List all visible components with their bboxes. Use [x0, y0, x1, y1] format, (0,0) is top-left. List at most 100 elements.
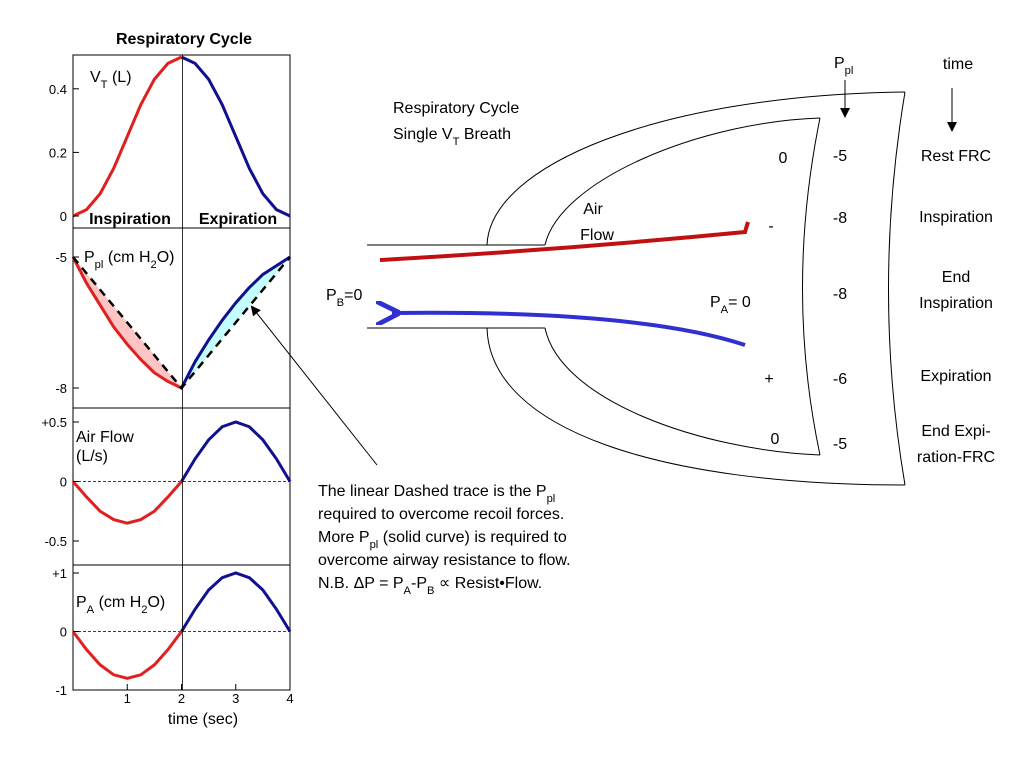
pleural-pressure: -6 [833, 371, 847, 388]
data-line [72, 55, 183, 218]
phase-label: Inspiration [89, 211, 171, 228]
x-tick-label: 2 [178, 691, 185, 706]
phase-name: Rest FRC [921, 148, 991, 165]
inner-wall-bottom [544, 327, 821, 456]
y-label: Air Flow [76, 429, 134, 446]
data-line [180, 571, 292, 633]
pb-label-part: B [337, 297, 344, 309]
data-line [72, 256, 291, 390]
diagram-subtitle-part: Breath [459, 126, 511, 143]
diagram-title-part: Respiratory Cycle [393, 100, 519, 117]
pleural-pressure: -8 [833, 286, 847, 303]
time-header: time [943, 56, 973, 73]
x-tick-label: 4 [286, 691, 293, 706]
data-line [180, 420, 292, 483]
y-tick-label: -5 [55, 250, 67, 265]
x-tick-label: 3 [232, 691, 239, 706]
outer-wall-bottom [486, 327, 906, 486]
phase-name: End [942, 269, 970, 286]
note-line-part: (solid curve) is required to [378, 529, 567, 546]
pa-label-part: P [710, 294, 721, 311]
note-line-part: The linear Dashed trace is the P [318, 483, 547, 500]
y-label-part: 2 [141, 604, 147, 616]
ppl-header-part: P [834, 55, 845, 72]
data-line [71, 256, 183, 390]
y-label-part: O) [147, 594, 165, 611]
y-label-part: O) [157, 249, 175, 266]
data-line [71, 480, 183, 525]
y-label-part: (cm H [103, 249, 150, 266]
note-line-part: -P [411, 575, 427, 592]
data-line [180, 55, 291, 218]
pointer-line [250, 305, 378, 466]
diagram-subtitle-part: Single V [393, 126, 453, 143]
y-label-part: 2 [151, 259, 157, 271]
data-line [71, 630, 183, 680]
note-line-part: More P [318, 529, 370, 546]
inner-wall-top [544, 117, 821, 246]
pleural-pressure: -5 [833, 148, 847, 165]
note-line-part: pl [370, 539, 379, 551]
y-label-part: Air Flow [76, 429, 134, 446]
phase-name: Inspiration [919, 295, 993, 312]
phase-name: End Expi- [921, 423, 990, 440]
air-flow-label: Flow [580, 227, 614, 244]
alveolar-pressure: 0 [779, 150, 788, 167]
y-tick-label: 0.4 [49, 82, 67, 97]
x-tick-label: 1 [124, 691, 131, 706]
note-line: required to overcome recoil forces. [318, 506, 564, 523]
note-line: N.B. ΔP = PA-PB ∝ Resist•Flow. [318, 575, 542, 597]
y-label-part: P [76, 594, 87, 611]
note-line: The linear Dashed trace is the Ppl [318, 483, 555, 505]
note-line-part: required to overcome recoil forces. [318, 506, 564, 523]
pleural-pressure: -5 [833, 436, 847, 453]
y-tick-label: -0.5 [45, 534, 67, 549]
note-line-part: pl [547, 493, 556, 505]
note-line-part: ∝ Resist•Flow. [434, 575, 542, 592]
note-line-part: overcome airway resistance to flow. [318, 552, 571, 569]
y-tick-label: 0 [60, 209, 67, 224]
inspiration-arrow [379, 221, 750, 262]
y-label-part: (L/s) [76, 448, 108, 465]
y-tick-label: +0.5 [41, 415, 67, 430]
y-label-part: T [101, 79, 108, 91]
y-label: Ppl (cm H2O) [84, 249, 175, 271]
inner-wall-right [802, 117, 821, 456]
ppl-header-part: pl [845, 65, 854, 77]
phase-name: Expiration [920, 368, 991, 385]
phase-name: ration-FRC [917, 449, 995, 466]
note-line-part: N.B. ΔP = P [318, 575, 404, 592]
alveolar-pressure: - [768, 218, 773, 235]
y-tick-label: 0 [60, 625, 67, 640]
y-label-part: V [90, 69, 101, 86]
diagram-title: Respiratory Cycle [393, 100, 519, 117]
y-label: PA (cm H2O) [76, 594, 165, 616]
pa-label: PA= 0 [710, 294, 751, 316]
y-label-part: (cm H [94, 594, 141, 611]
outer-wall-right [888, 91, 906, 486]
outer-wall-top [486, 91, 906, 246]
y-tick-label: 0.2 [49, 145, 67, 160]
air-flow-label: Air [583, 201, 603, 218]
phase-label: Expiration [199, 211, 277, 228]
chart-title: Respiratory Cycle [116, 31, 252, 48]
y-tick-label: -8 [55, 381, 67, 396]
y-label-part: pl [95, 259, 104, 271]
data-line [180, 255, 291, 389]
y-tick-label: -1 [55, 683, 67, 698]
diagram-subtitle-part: T [453, 136, 460, 148]
note-line-part: B [427, 585, 434, 597]
alveolar-pressure: + [764, 371, 773, 388]
alveolar-pressure: 0 [771, 431, 780, 448]
pb-label: PB=0 [326, 287, 362, 309]
note-line-part: A [404, 585, 412, 597]
pb-label-part: P [326, 287, 337, 304]
expiration-arrow [392, 313, 746, 347]
pa-label-part: A [721, 304, 729, 316]
y-tick-label: 0 [60, 475, 67, 490]
pa-label-part: = 0 [728, 294, 751, 311]
phase-name: Inspiration [919, 209, 993, 226]
y-label-part: A [87, 604, 95, 616]
pb-label-part: =0 [344, 287, 362, 304]
